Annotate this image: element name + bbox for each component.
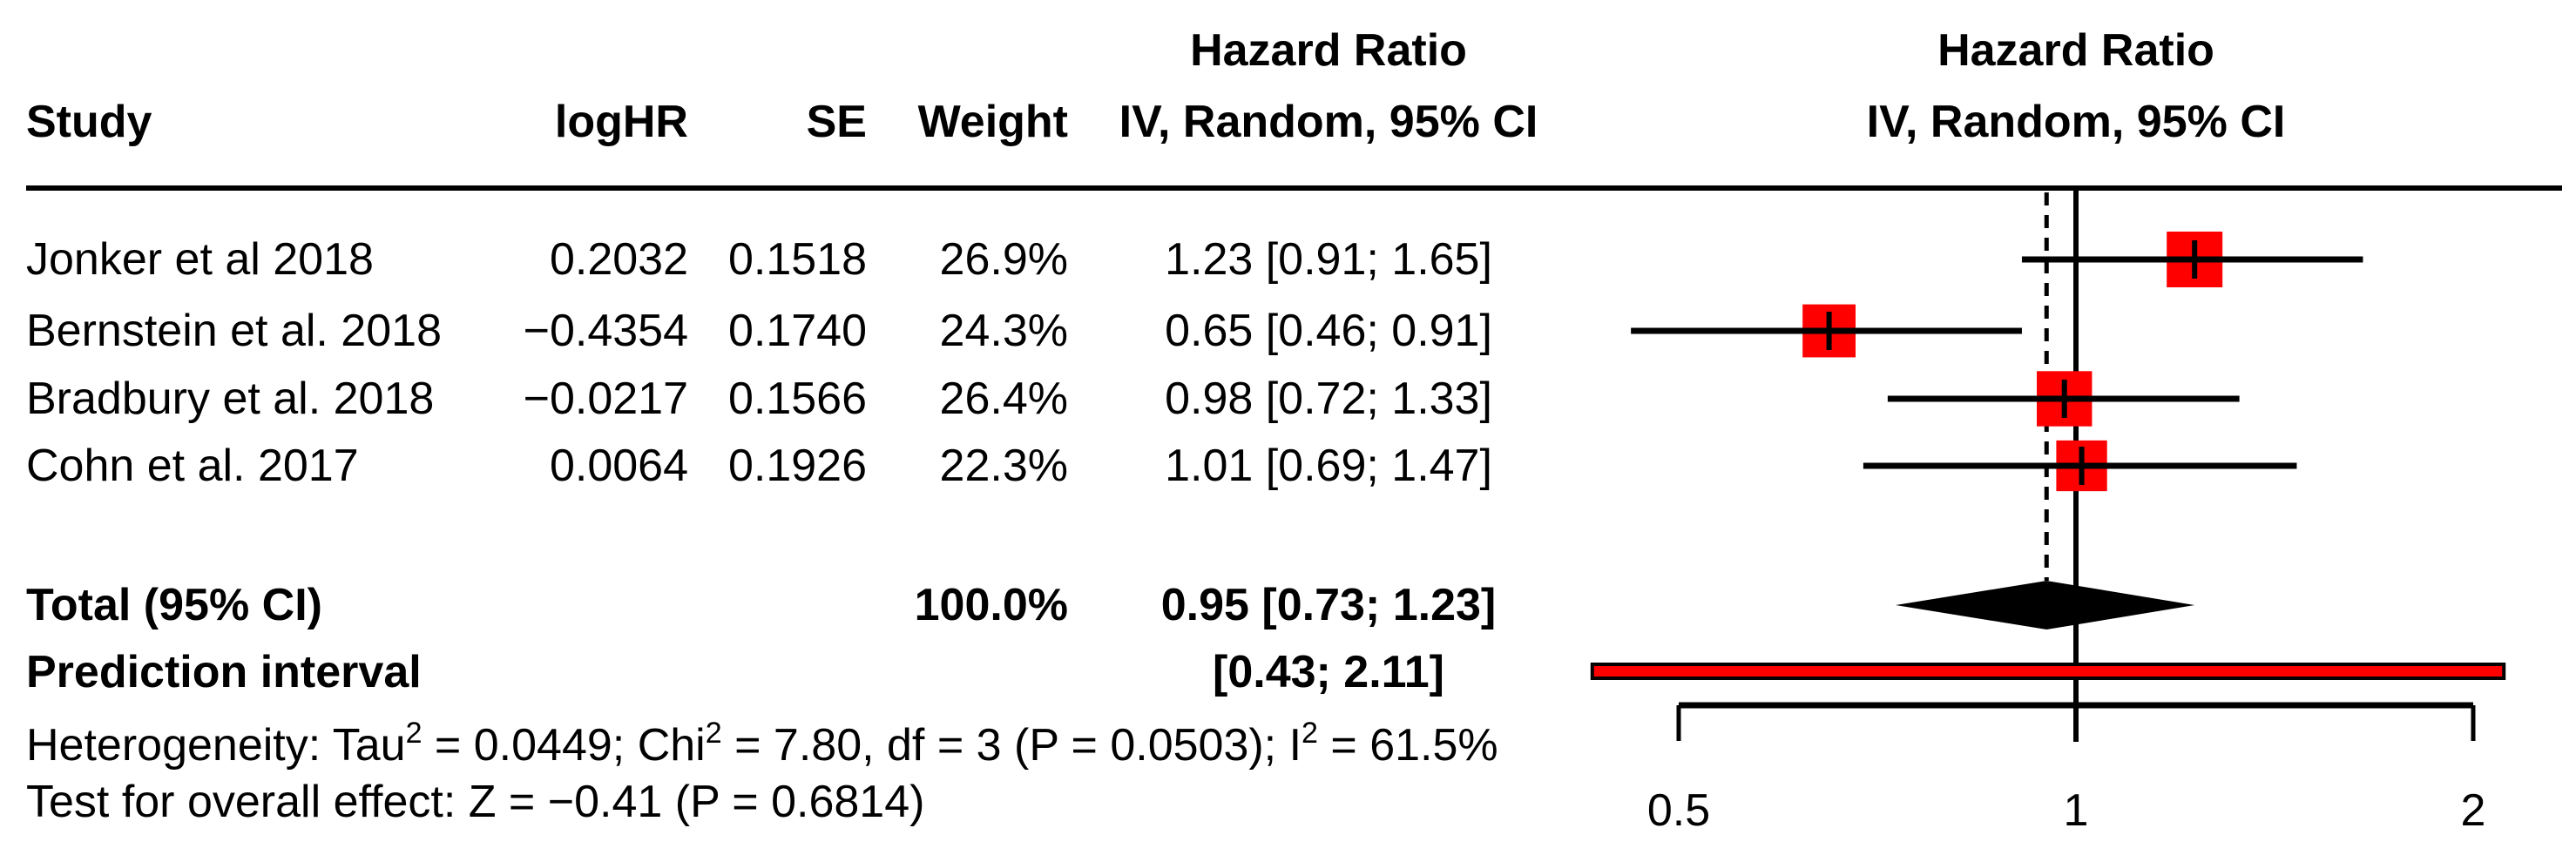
weight-value: 24.3% <box>939 306 1068 356</box>
prediction-ci: [0.43; 2.11] <box>1213 647 1444 697</box>
heterogeneity-part: = 7.80, df = 3 (P = 0.0503); I <box>721 720 1302 771</box>
header-study: Study <box>26 97 152 147</box>
superscript: 2 <box>405 717 423 750</box>
loghr-value: −0.4354 <box>523 306 688 356</box>
superscript: 2 <box>1302 717 1318 750</box>
header-iv-random-right: IV, Random, 95% CI <box>1866 97 2286 147</box>
ci-value: 0.98 [0.72; 1.33] <box>1165 374 1492 424</box>
heterogeneity-part: Heterogeneity: Tau <box>26 720 406 771</box>
se-value: 0.1926 <box>727 441 867 491</box>
axis-tick-label: 0.5 <box>1647 785 1710 836</box>
ci-value: 1.01 [0.69; 1.47] <box>1165 441 1492 491</box>
header-hazard-ratio-right: Hazard Ratio <box>1937 25 2214 76</box>
total-weight: 100.0% <box>914 580 1068 630</box>
se-value: 0.1566 <box>727 374 867 424</box>
total-ci: 0.95 [0.73; 1.23] <box>1160 580 1497 630</box>
header-se: SE <box>806 97 867 147</box>
header-hazard-ratio-left: Hazard Ratio <box>1190 25 1467 76</box>
ci-value: 0.65 [0.46; 0.91] <box>1165 306 1492 356</box>
weight-value: 22.3% <box>939 441 1068 491</box>
study-name: Cohn et al. 2017 <box>26 441 359 491</box>
header-iv-random-left: IV, Random, 95% CI <box>1119 97 1538 147</box>
study-name: Jonker et al 2018 <box>26 234 374 285</box>
se-value: 0.1518 <box>727 234 867 285</box>
overall-effect-text: Test for overall effect: Z = −0.41 (P = … <box>26 777 925 827</box>
study-name: Bradbury et al. 2018 <box>26 374 435 424</box>
total-label: Total (95% CI) <box>26 580 322 630</box>
loghr-value: 0.2032 <box>549 234 688 285</box>
prediction-interval-bar <box>1590 663 2506 680</box>
heterogeneity-part: = 0.0449; Chi <box>422 720 706 771</box>
study-name: Bernstein et al. 2018 <box>26 306 442 356</box>
heterogeneity-text: Heterogeneity: Tau2 = 0.0449; Chi2 = 7.8… <box>26 717 1498 774</box>
superscript: 2 <box>705 717 722 750</box>
loghr-value: 0.0064 <box>549 441 688 491</box>
weight-value: 26.9% <box>939 234 1068 285</box>
total-diamond <box>1895 581 2195 629</box>
ci-value: 1.23 [0.91; 1.65] <box>1165 234 1492 285</box>
header-weight: Weight <box>917 97 1068 147</box>
se-value: 0.1740 <box>727 306 867 356</box>
header-loghr: logHR <box>554 97 688 147</box>
heterogeneity-part: = 61.5% <box>1317 720 1498 771</box>
axis-tick-label: 2 <box>2461 785 2486 836</box>
loghr-value: −0.0217 <box>523 374 688 424</box>
prediction-label: Prediction interval <box>26 647 422 697</box>
axis-tick-label: 1 <box>2064 785 2089 836</box>
weight-value: 26.4% <box>939 374 1068 424</box>
